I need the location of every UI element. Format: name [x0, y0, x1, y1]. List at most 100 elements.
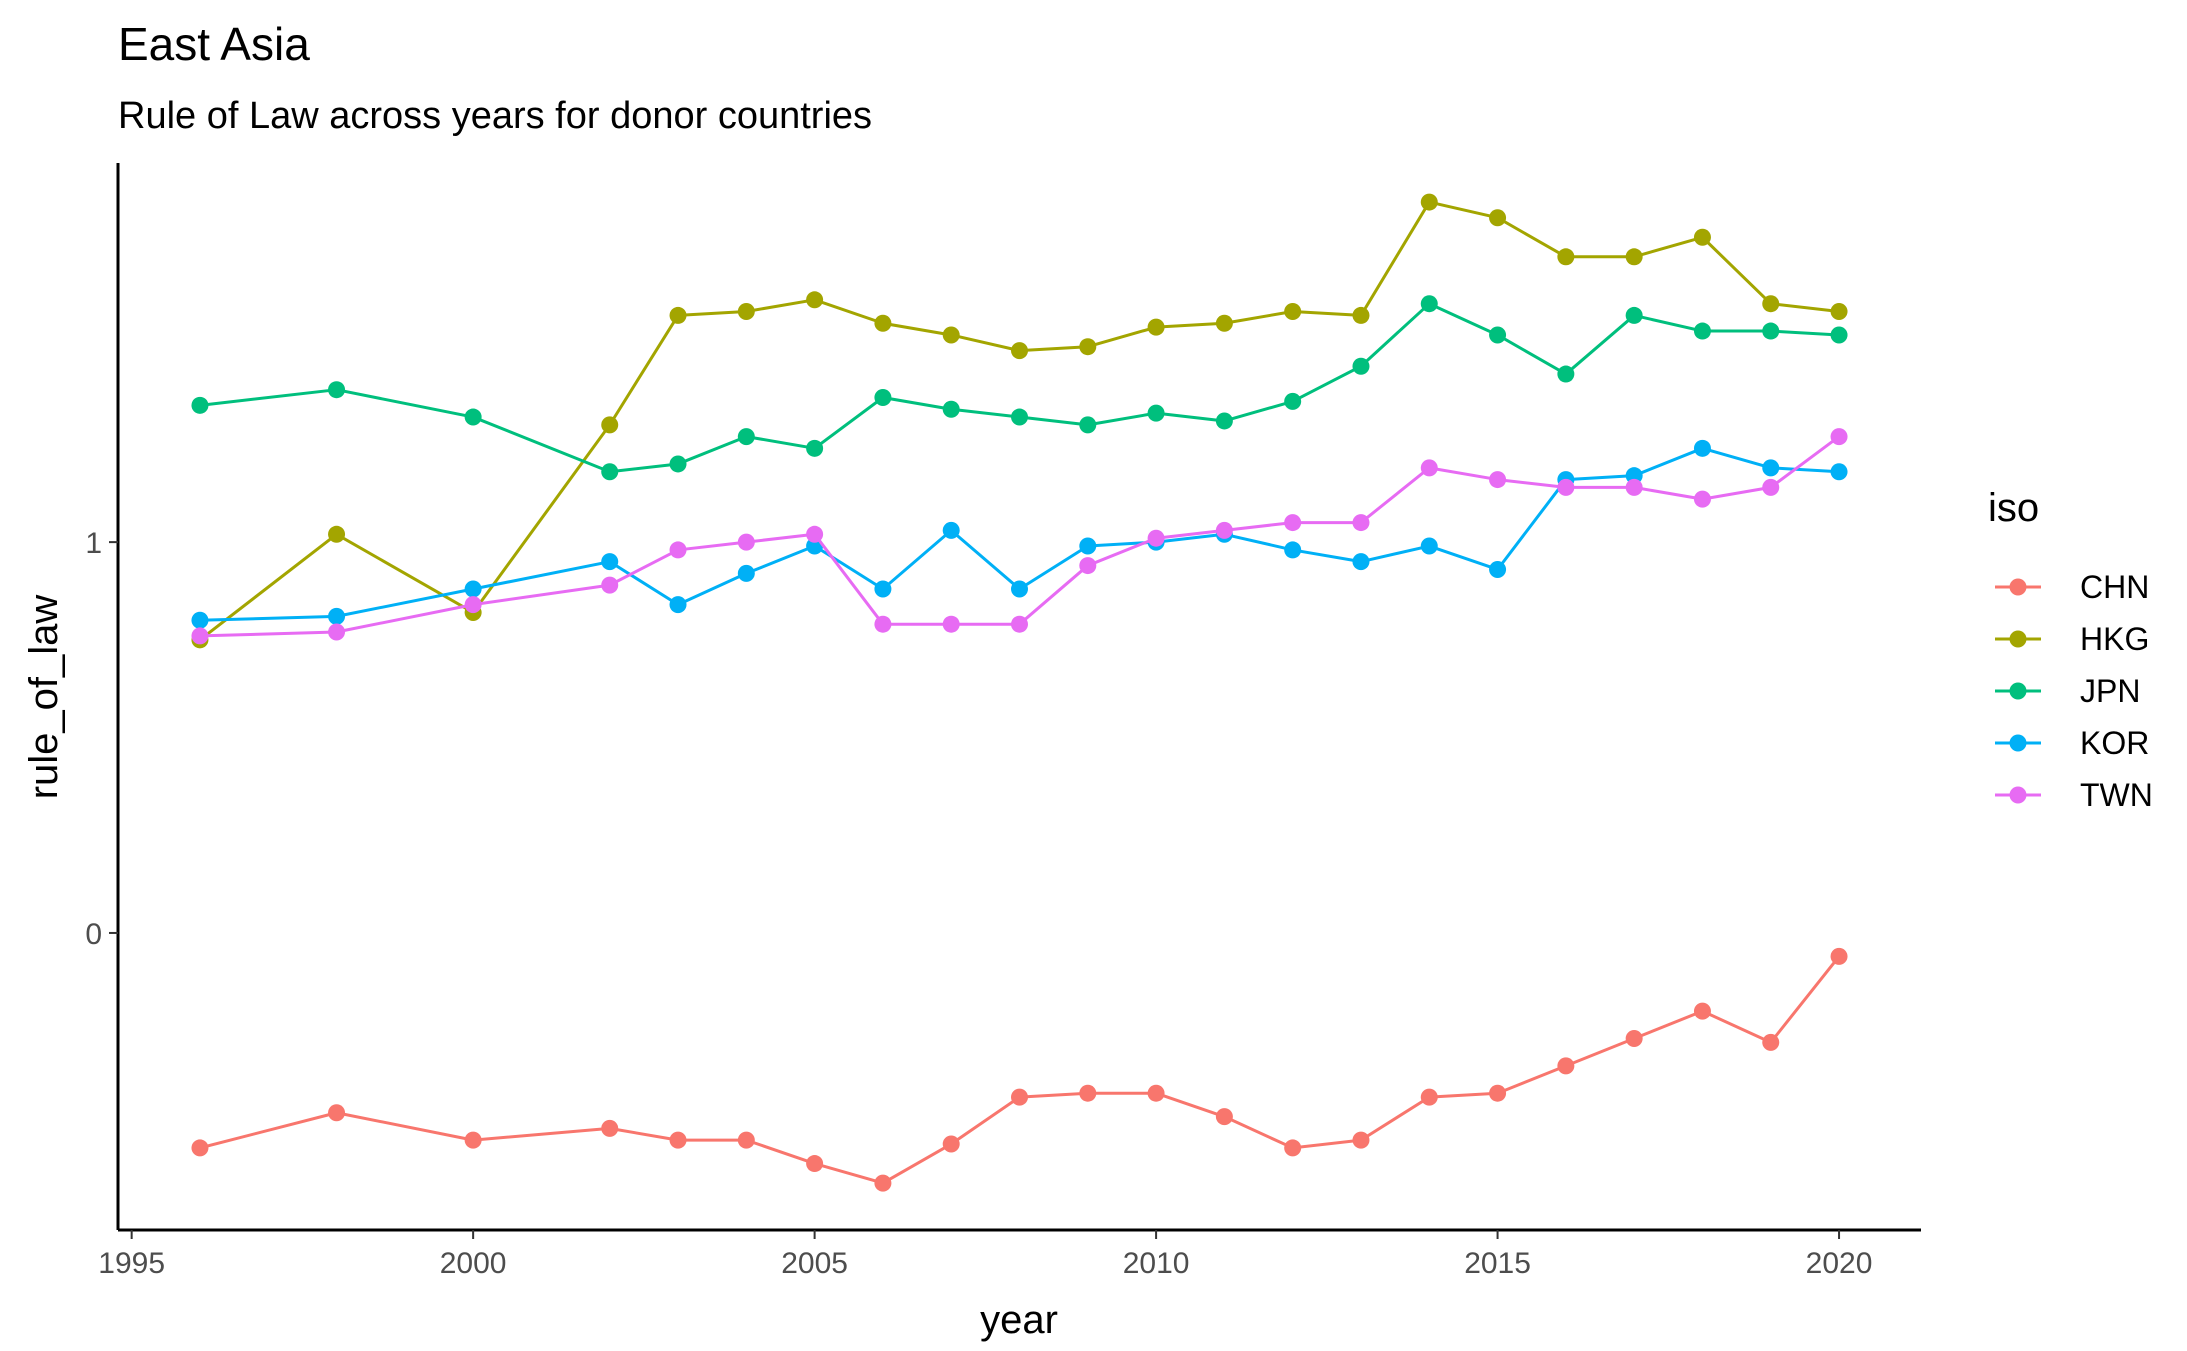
data-point-twn [1079, 557, 1097, 575]
data-point-twn [464, 596, 482, 614]
data-point-kor [191, 611, 209, 629]
x-tick-label: 2015 [1464, 1247, 1531, 1280]
legend-label: CHN [2080, 569, 2149, 605]
data-point-chn [191, 1139, 209, 1157]
data-point-kor [1762, 459, 1780, 477]
data-point-twn [1762, 478, 1780, 496]
data-point-kor [1489, 560, 1507, 578]
y-tick-label: 0 [85, 918, 102, 951]
data-point-chn [328, 1104, 346, 1122]
data-point-hkg [1079, 338, 1097, 356]
data-point-jpn [1147, 404, 1165, 422]
data-point-chn [1215, 1108, 1233, 1126]
series-line-hkg [199, 200, 1840, 642]
plot-area [191, 193, 1848, 1192]
data-point-hkg [806, 291, 824, 309]
legend-label: KOR [2080, 725, 2149, 761]
data-point-jpn [1693, 322, 1711, 340]
data-point-chn [1284, 1139, 1302, 1157]
series-line-kor [199, 446, 1840, 622]
legend: iso CHN HKG JPN KOR TWN [1988, 486, 2153, 813]
data-point-hkg [1215, 314, 1233, 332]
series-line-jpn [199, 302, 1840, 474]
data-point-chn [1762, 1033, 1780, 1051]
data-point-jpn [1352, 357, 1370, 375]
data-point-chn [1011, 1088, 1028, 1106]
legend-key-point [2009, 786, 2027, 804]
data-point-jpn [1762, 322, 1780, 340]
data-point-twn [806, 525, 824, 543]
data-point-twn [1215, 521, 1233, 539]
data-point-twn [1693, 490, 1711, 508]
data-point-jpn [191, 396, 209, 414]
data-point-chn [601, 1119, 619, 1137]
series-kor [191, 439, 1848, 629]
series-line-twn [199, 435, 1840, 638]
data-point-chn [1147, 1084, 1165, 1102]
y-tick-label: 1 [85, 527, 102, 560]
data-point-chn [1557, 1057, 1575, 1075]
data-point-jpn [737, 428, 755, 446]
data-point-kor [737, 564, 755, 582]
data-point-twn [942, 615, 960, 633]
data-point-kor [1693, 439, 1711, 457]
data-point-hkg [1489, 209, 1507, 227]
data-point-chn [942, 1135, 960, 1153]
data-point-twn [1420, 459, 1438, 477]
data-point-chn [1489, 1084, 1507, 1102]
data-point-twn [874, 615, 892, 633]
data-point-kor [1011, 580, 1028, 598]
data-point-hkg [601, 416, 619, 434]
legend-item-hkg: HKG [1995, 621, 2149, 657]
x-tick-label: 1995 [98, 1247, 165, 1280]
x-axis-title: year [980, 1298, 1058, 1342]
data-point-kor [601, 553, 619, 571]
data-point-chn [874, 1174, 892, 1192]
data-point-hkg [942, 326, 960, 344]
x-tick-label: 2020 [1806, 1247, 1873, 1280]
data-point-kor [1830, 463, 1848, 481]
data-point-hkg [1625, 248, 1643, 266]
data-point-twn [191, 627, 209, 645]
data-point-chn [806, 1155, 824, 1173]
data-point-twn [1284, 514, 1302, 532]
series-chn [191, 947, 1848, 1192]
x-tick-label: 2010 [1123, 1247, 1190, 1280]
data-point-hkg [1420, 193, 1438, 211]
legend-key-point [2009, 682, 2027, 700]
data-point-twn [1011, 615, 1028, 633]
data-point-jpn [1215, 412, 1233, 430]
legend-item-kor: KOR [1995, 725, 2149, 761]
data-point-hkg [328, 525, 346, 543]
data-point-jpn [806, 439, 824, 457]
data-point-jpn [1420, 295, 1438, 313]
data-point-jpn [1284, 392, 1302, 410]
x-axis-ticks: 1995 2000 2005 2010 2015 2020 [98, 1230, 1872, 1280]
legend-item-jpn: JPN [1995, 673, 2140, 709]
x-tick-label: 2000 [440, 1247, 507, 1280]
data-point-kor [942, 521, 960, 539]
data-point-jpn [942, 400, 960, 418]
legend-label: JPN [2080, 673, 2140, 709]
data-point-jpn [874, 389, 892, 407]
data-point-kor [1079, 537, 1097, 555]
data-point-kor [328, 607, 346, 625]
data-point-jpn [464, 408, 482, 426]
data-point-hkg [1011, 342, 1028, 360]
data-point-twn [1489, 471, 1507, 489]
legend-label: HKG [2080, 621, 2149, 657]
data-point-chn [1625, 1029, 1643, 1047]
data-point-jpn [1557, 365, 1575, 383]
data-point-twn [737, 533, 755, 551]
data-point-chn [1352, 1131, 1370, 1149]
data-point-jpn [1011, 408, 1028, 426]
legend-item-twn: TWN [1995, 777, 2153, 813]
data-point-twn [1625, 478, 1643, 496]
data-point-jpn [669, 455, 687, 473]
series-twn [191, 428, 1848, 645]
data-point-chn [669, 1131, 687, 1149]
chart-subtitle: Rule of Law across years for donor count… [118, 95, 872, 137]
legend-label: TWN [2080, 777, 2153, 813]
data-point-jpn [1625, 306, 1643, 324]
